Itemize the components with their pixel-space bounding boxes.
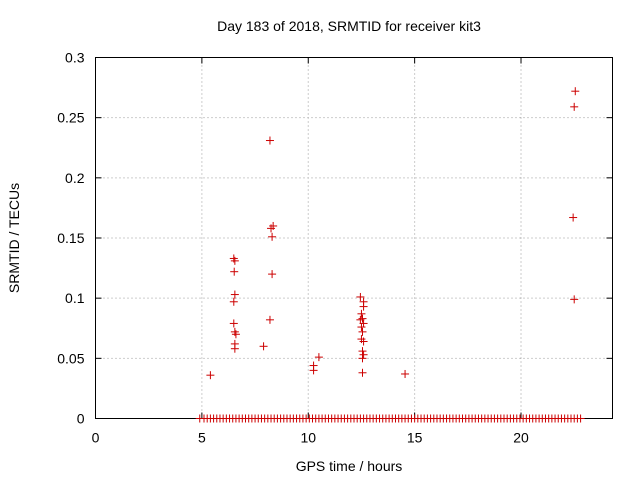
data-point <box>229 297 238 306</box>
data-point <box>359 337 368 346</box>
data-point <box>359 350 368 359</box>
x-tick-label: 20 <box>513 430 529 446</box>
plot-frame <box>95 57 613 419</box>
data-point <box>267 224 276 233</box>
data-point <box>401 369 410 378</box>
data-point <box>356 292 365 301</box>
grid <box>95 57 613 419</box>
data-point <box>571 87 580 96</box>
data-point <box>357 323 366 332</box>
chart-title: Day 183 of 2018, SRMTID for receiver kit… <box>217 18 481 34</box>
y-tick-label: 0.05 <box>57 350 84 366</box>
data-point <box>265 315 274 324</box>
x-tick-label: 10 <box>300 430 316 446</box>
data-point <box>358 314 367 323</box>
data-point <box>231 330 240 339</box>
data-point <box>576 414 585 423</box>
data-point <box>268 270 277 279</box>
data-point <box>569 213 578 222</box>
data-point <box>230 290 239 299</box>
data-point <box>358 327 367 336</box>
x-tick-label: 0 <box>92 430 100 446</box>
y-tick-label: 0.2 <box>65 170 85 186</box>
data-point <box>268 232 277 241</box>
axis-ticks: 0 0.05 0.1 0.15 0.2 0.25 0.3 0 5 10 15 20 <box>57 50 613 446</box>
data-point <box>357 309 366 318</box>
data-point <box>570 295 579 304</box>
data-point <box>230 267 239 276</box>
data-point <box>309 361 318 370</box>
data-point <box>358 347 367 356</box>
data-point <box>356 315 365 324</box>
data-point <box>229 319 238 328</box>
data-point <box>358 354 367 363</box>
x-tick-label: 15 <box>407 430 423 446</box>
data-point <box>230 344 239 353</box>
data-point <box>230 256 239 265</box>
data-point <box>259 342 268 351</box>
data-point <box>265 136 274 145</box>
data-points <box>195 87 585 423</box>
y-tick-label: 0.25 <box>57 110 84 126</box>
data-point <box>314 353 323 362</box>
y-tick-label: 0.1 <box>65 290 85 306</box>
y-tick-label: 0 <box>77 411 85 427</box>
data-point <box>358 368 367 377</box>
x-axis-label: GPS time / hours <box>296 458 403 474</box>
y-tick-label: 0.3 <box>65 50 85 66</box>
y-tick-label: 0.15 <box>57 230 84 246</box>
data-point <box>206 371 215 380</box>
x-tick-label: 5 <box>198 430 206 446</box>
y-axis-label: SRMTID / TECUs <box>6 183 22 293</box>
data-point <box>359 302 368 311</box>
data-point <box>359 319 368 328</box>
data-point <box>570 102 579 111</box>
